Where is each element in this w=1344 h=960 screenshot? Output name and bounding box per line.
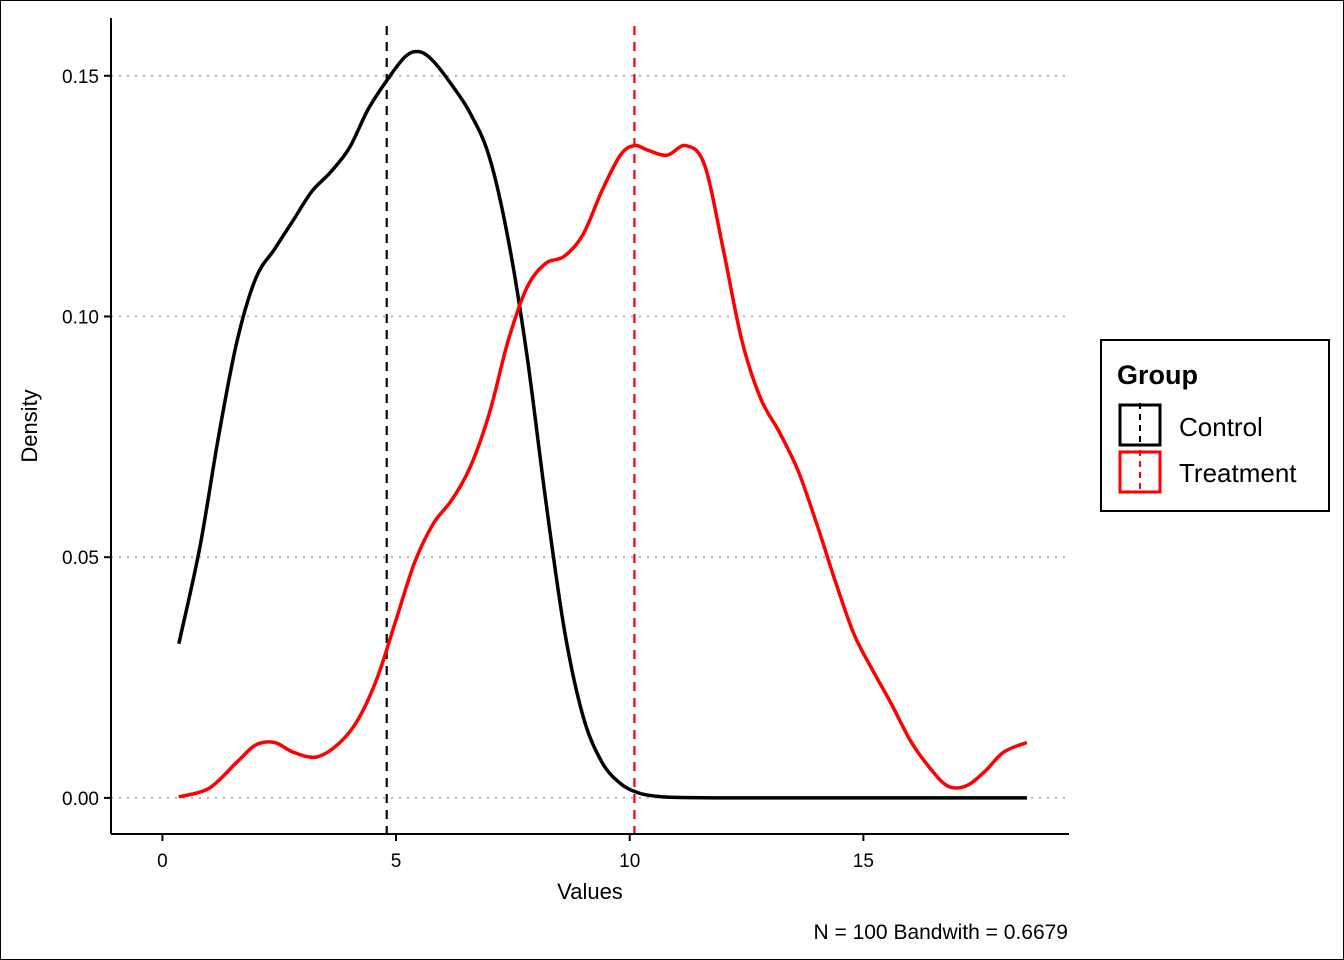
mean-lines <box>385 26 636 834</box>
caption: N = 100 Bandwith = 0.6679 <box>813 921 1068 944</box>
y-axis-title: Density <box>17 389 42 462</box>
density-curves <box>177 49 1028 800</box>
x-tick-label-0: 0 <box>157 851 168 872</box>
y-tick-label-2: 0.10 <box>62 307 99 328</box>
legend-item-treatment: Treatment <box>1118 450 1297 494</box>
y-tick-label-0: 0.00 <box>62 789 99 810</box>
density-curve-control <box>177 49 1027 800</box>
density-curve-treatment <box>178 143 1028 799</box>
x-axis-ticks: 0 5 10 15 <box>157 834 874 872</box>
x-tick-label-2: 10 <box>619 851 640 872</box>
y-tick-label-3: 0.15 <box>62 67 99 88</box>
gridlines <box>111 74 1069 799</box>
y-tick-label-1: 0.05 <box>62 548 99 569</box>
x-tick-label-3: 15 <box>853 851 874 872</box>
y-axis-ticks: 0.00 0.05 0.10 0.15 <box>62 67 111 810</box>
legend-label-control: Control <box>1179 412 1263 442</box>
legend: Group Control Treatment <box>1100 339 1330 512</box>
legend-item-control: Control <box>1118 403 1263 447</box>
x-tick-label-1: 5 <box>391 851 402 872</box>
x-axis-title: Values <box>557 879 623 904</box>
legend-label-treatment: Treatment <box>1179 458 1297 488</box>
legend-title: Group <box>1117 360 1198 390</box>
